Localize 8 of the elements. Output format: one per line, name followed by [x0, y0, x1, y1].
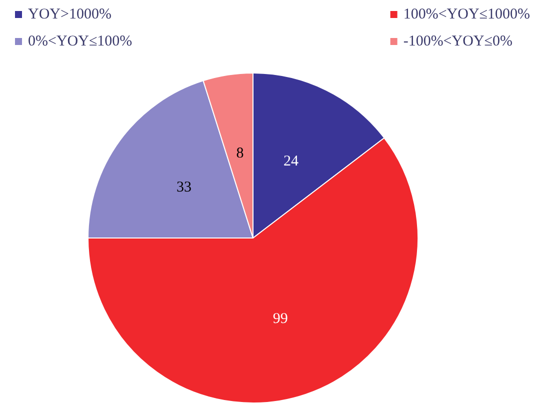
- data-label: 8: [236, 146, 244, 162]
- data-label: 33: [176, 179, 192, 196]
- legend-label: -100%<YOY≤0%: [403, 34, 513, 50]
- legend-label: 0%<YOY≤100%: [28, 34, 132, 50]
- data-label: 99: [272, 311, 288, 328]
- legend-label: 100%<YOY≤1000%: [403, 6, 530, 22]
- data-label: 24: [283, 153, 299, 170]
- legend-label: YOY>1000%: [28, 6, 112, 22]
